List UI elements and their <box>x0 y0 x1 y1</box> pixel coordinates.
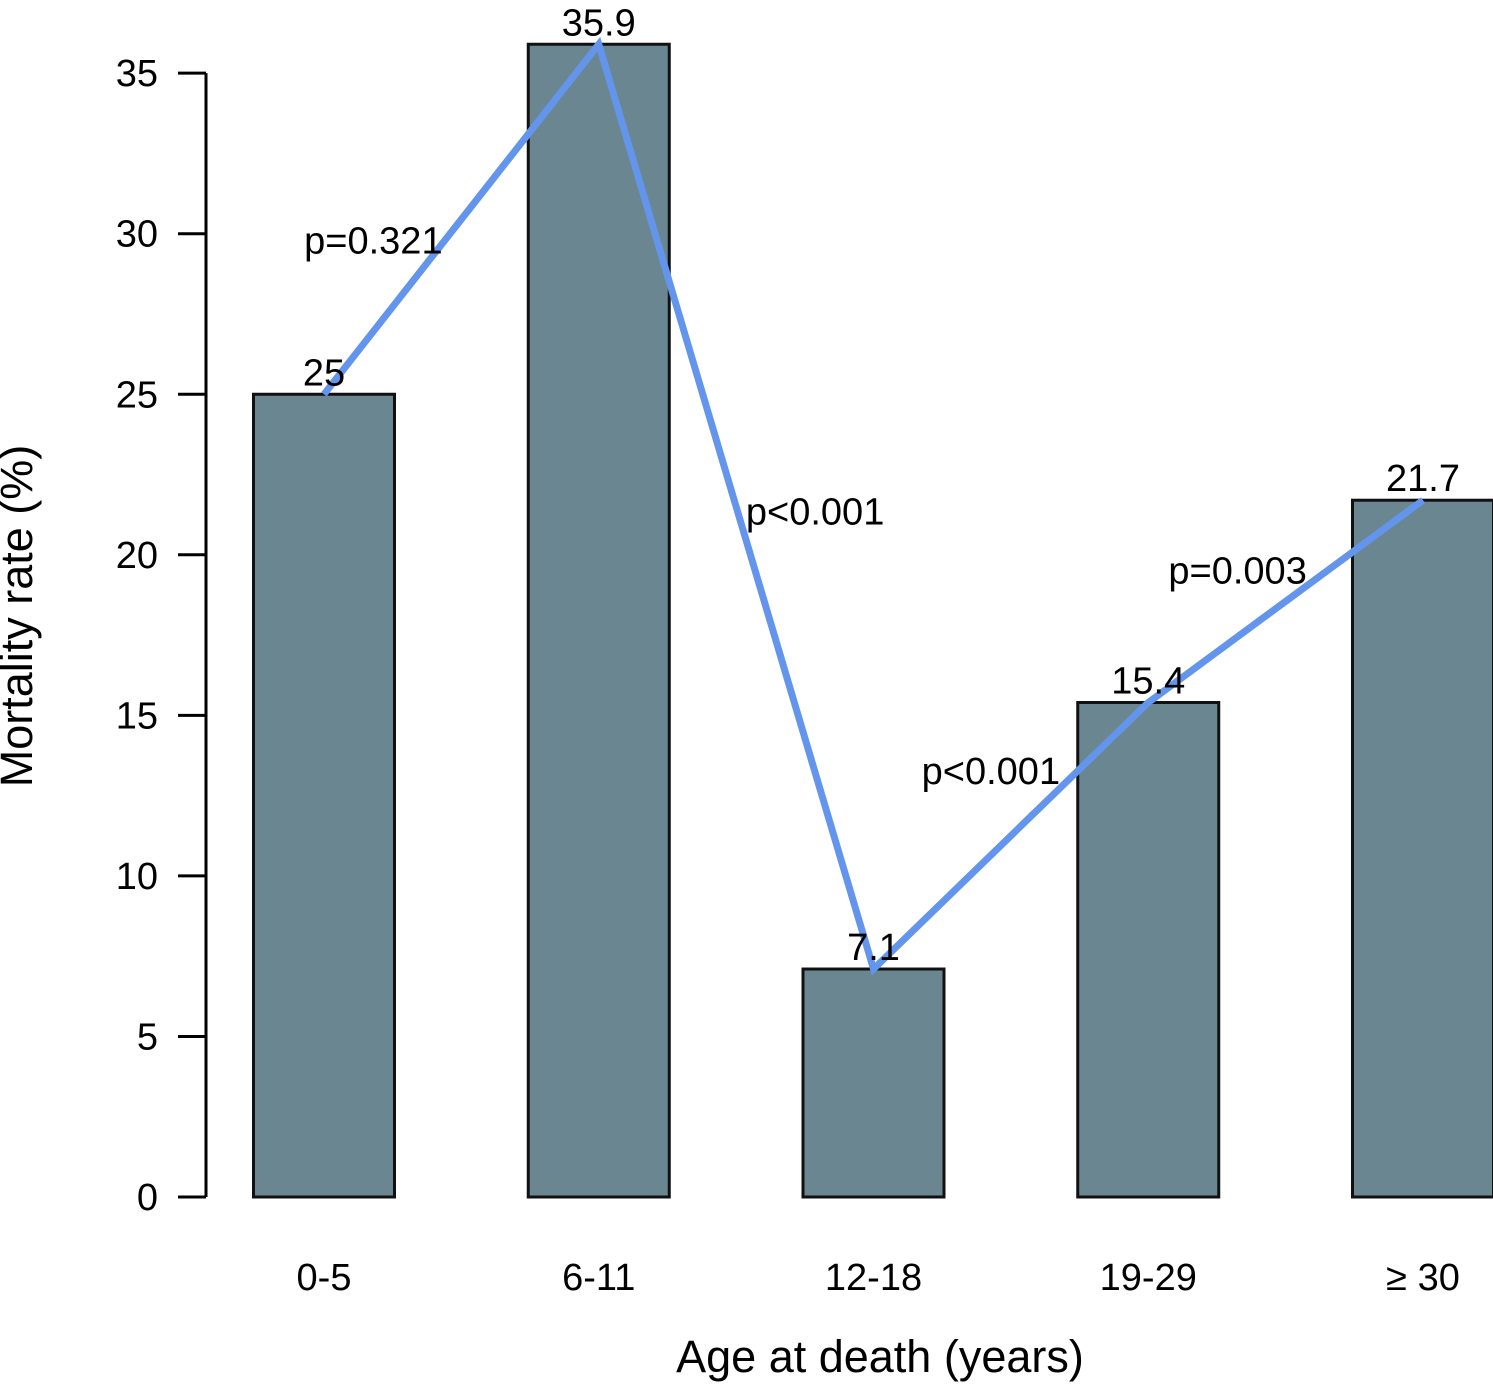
bar-19-29 <box>1076 701 1221 1199</box>
trend-line <box>321 36 1426 976</box>
labels-layer: 25 35.9 7.1 15.4 21.7 0-5 6-11 12-18 19-29 ≥ 30 p=… <box>297 2 1460 1299</box>
bar-value-label: 25 <box>303 352 345 394</box>
y-tick-label: 35 <box>116 53 158 95</box>
y-tick-label: 0 <box>137 1177 158 1219</box>
bar-value-label: 15.4 <box>1111 661 1185 703</box>
bar-value-label: 7.1 <box>847 927 900 969</box>
y-axis: 0 5 10 15 20 25 30 35 <box>116 53 208 1219</box>
y-tick-label: 15 <box>116 695 158 737</box>
p-value-label: p<0.001 <box>922 751 1060 793</box>
x-category-label: ≥ 30 <box>1386 1257 1460 1299</box>
y-tick-label: 10 <box>116 856 158 898</box>
y-tick-label: 20 <box>116 535 158 577</box>
x-category-label: 19-29 <box>1100 1257 1197 1299</box>
x-axis-title: Age at death (years) <box>676 1331 1084 1382</box>
x-category-label: 6-11 <box>562 1257 635 1299</box>
bar-12-18 <box>801 967 946 1199</box>
y-axis-title: Mortality rate (%) <box>0 445 42 788</box>
y-tick-label: 25 <box>116 374 158 416</box>
p-value-label: p=0.003 <box>1168 550 1306 592</box>
p-value-label: p=0.321 <box>304 220 442 262</box>
y-tick-label: 5 <box>137 1016 158 1058</box>
bars <box>252 42 1493 1199</box>
trend-line-layer <box>321 36 1426 976</box>
bar-6-11 <box>526 42 671 1199</box>
bar-value-label: 35.9 <box>562 2 636 44</box>
bar-value-label: 21.7 <box>1386 458 1460 500</box>
bar-0-5 <box>252 392 396 1199</box>
bar-≥ 30 <box>1351 498 1493 1199</box>
x-category-label: 0-5 <box>297 1257 352 1299</box>
p-value-label: p<0.001 <box>746 492 884 534</box>
y-tick-label: 30 <box>116 214 158 256</box>
x-category-label: 12-18 <box>825 1257 922 1299</box>
